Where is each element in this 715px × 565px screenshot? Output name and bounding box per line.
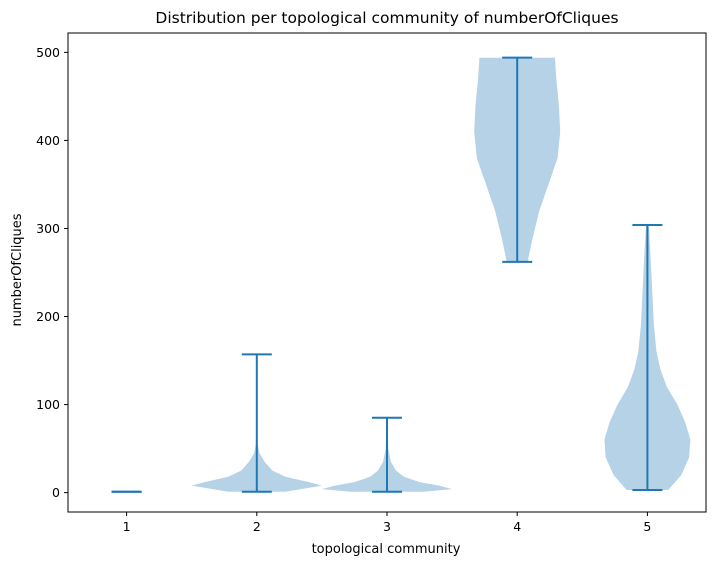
x-axis-label: topological community — [312, 542, 461, 557]
x-tick-label: 4 — [513, 519, 521, 534]
x-tick-label: 1 — [123, 519, 131, 534]
y-tick-label: 100 — [36, 397, 60, 412]
x-tick-label: 3 — [383, 519, 391, 534]
y-axis-ticks: 0 100 200 300 400 500 — [36, 45, 68, 500]
x-axis-ticks: 1 2 3 4 5 — [123, 512, 651, 534]
violin-group — [111, 56, 691, 493]
x-tick-label: 5 — [643, 519, 651, 534]
plot-area: 1 2 3 4 5 0 100 200 300 400 500 — [36, 32, 707, 534]
y-axis-label: numberOfCliques — [10, 213, 25, 326]
y-tick-label: 400 — [36, 133, 60, 148]
chart-title: Distribution per topological community o… — [155, 9, 618, 27]
y-tick-label: 0 — [52, 485, 60, 500]
y-tick-label: 300 — [36, 221, 60, 236]
x-tick-label: 2 — [253, 519, 261, 534]
y-tick-label: 500 — [36, 45, 60, 60]
y-tick-label: 200 — [36, 309, 60, 324]
